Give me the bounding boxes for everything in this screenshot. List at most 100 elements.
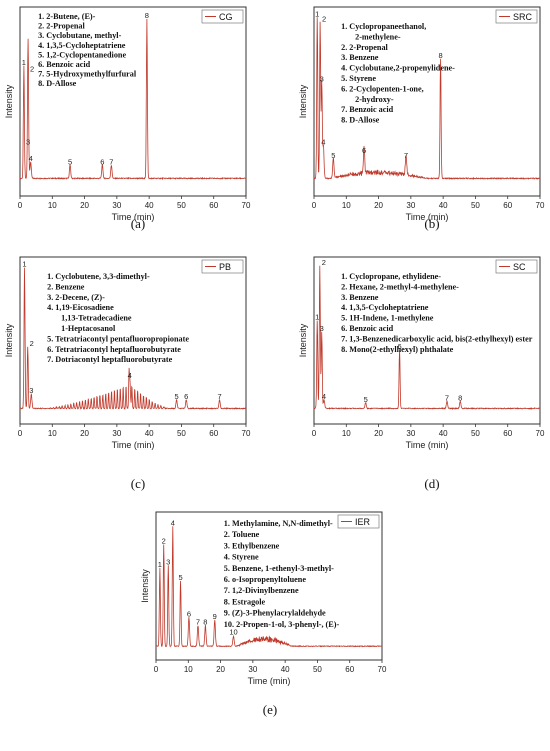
- peak-label: 2: [30, 339, 34, 348]
- compound-list-item: 5. Benzene, 1-ethenyl-3-methyl-: [224, 564, 334, 573]
- x-tick-label: 10: [342, 201, 351, 210]
- peak-label: 6: [184, 392, 188, 401]
- plot-frame: [19, 6, 247, 197]
- x-tick-label: 0: [18, 201, 23, 210]
- peak-label: 6: [187, 610, 191, 619]
- legend: CG: [201, 9, 244, 24]
- chart-panel-d: 0 10 20 30 40 50 60 70 Time (min) Intensity 1 2 3 4 5 6…: [298, 256, 545, 491]
- compound-list-item: 7. Dotriacontyl heptafluorobutyrate: [47, 355, 173, 364]
- x-tick-label: 40: [439, 429, 448, 438]
- x-tick-label: 30: [248, 665, 257, 674]
- legend-label: SC: [513, 262, 526, 272]
- compound-list-item: 4. 1,3,5-Cycloheptatriene: [341, 303, 429, 312]
- legend-label: IER: [355, 517, 371, 527]
- x-tick-label: 0: [312, 201, 317, 210]
- compound-list-item: 2-hydroxy-: [355, 95, 394, 104]
- compound-list-item: 5. 1,2-Cyclopentanedione: [38, 50, 126, 59]
- chart-panel-b: 0 10 20 30 40 50 60 70 Time (min) Intensity 12 3 45 6…: [298, 6, 545, 231]
- legend-box: [201, 259, 244, 274]
- peak-label: 4: [171, 518, 175, 527]
- x-axis-label: Time (min): [406, 440, 449, 450]
- x-tick-label: 60: [209, 429, 218, 438]
- peak-label: 7: [217, 392, 221, 401]
- compound-list-item: 9. (Z)-3-Phenylacrylaldehyde: [224, 609, 326, 618]
- panel-caption: (d): [424, 476, 439, 491]
- compound-list-item: 7. 1,2-Divinylbenzene: [224, 586, 299, 595]
- legend: SC: [495, 259, 538, 274]
- plot-frame: [313, 6, 541, 197]
- compound-list-item: 2-methylene-: [355, 32, 401, 41]
- peak-label: 7: [445, 393, 449, 402]
- peak-label: 5: [364, 395, 368, 404]
- compound-list-item: 1. Cyclobutene, 3,3-dimethyl-: [47, 272, 150, 281]
- peak-label: 8: [458, 393, 462, 402]
- x-tick-label: 10: [342, 429, 351, 438]
- peak-label: 5: [68, 158, 72, 167]
- chromatogram-trace: [313, 265, 541, 410]
- legend-label: CG: [219, 12, 233, 22]
- peak-label: 1: [22, 58, 26, 67]
- x-tick-label: 20: [374, 201, 383, 210]
- peak-label: 5: [331, 151, 335, 160]
- chromatogram-trace: [20, 267, 247, 410]
- x-tick-label: 60: [345, 665, 354, 674]
- peak-label: 2: [322, 15, 326, 24]
- compound-list-item: 4. 1,3,5-Cycloheptatriene: [38, 41, 126, 50]
- peak-label: 6: [362, 146, 366, 155]
- peak-label: 3: [320, 74, 324, 83]
- x-axis-label: Time (min): [112, 212, 155, 222]
- x-tick-label: 60: [503, 201, 512, 210]
- compound-list-item: 2. 2-Propenal: [38, 22, 85, 31]
- x-tick-label: 10: [48, 429, 57, 438]
- compound-list-item: 8. D-Allose: [341, 116, 380, 125]
- x-tick-label: 60: [209, 201, 218, 210]
- compound-list-item: 5. 1H-Indene, 1-methylene: [341, 314, 434, 323]
- peak-label: 8: [145, 11, 149, 20]
- compound-list-item: 2. Hexane, 2-methyl-4-methylene-: [341, 282, 459, 291]
- legend: SRC: [495, 9, 538, 24]
- x-tick-label: 30: [406, 201, 415, 210]
- chromatogram-trace: [313, 17, 541, 181]
- x-tick-label: 20: [80, 201, 89, 210]
- x-tick-label: 30: [406, 429, 415, 438]
- compound-list-item: 3. Benzene: [341, 53, 379, 62]
- y-axis-label: Intensity: [4, 323, 14, 357]
- legend-box: [495, 259, 538, 274]
- x-tick-label: 50: [177, 201, 186, 210]
- x-tick-label: 70: [242, 429, 251, 438]
- x-tick-label: 0: [154, 665, 159, 674]
- x-axis-label: Time (min): [406, 212, 449, 222]
- compound-list-item: 1,13-Tetradecadiene: [61, 314, 132, 323]
- compound-list-item: 4. 1,19-Eicosadiene: [47, 303, 114, 312]
- y-axis-label: Intensity: [140, 569, 150, 603]
- panel-caption: (a): [131, 216, 145, 231]
- compound-list-item: 1. Cyclopropaneethanol,: [341, 22, 426, 31]
- x-tick-label: 0: [18, 429, 23, 438]
- y-axis-label: Intensity: [298, 323, 308, 357]
- compound-list-item: 6. o-Isopropenyltoluene: [224, 575, 307, 584]
- compound-list-item: 3. Cyclobutane, methyl-: [38, 31, 122, 40]
- peak-label: 3: [29, 386, 33, 395]
- peak-label: 8: [438, 51, 442, 60]
- compound-list-item: 4. Cyclobutane,2-propenylidene-: [341, 64, 455, 73]
- compound-list-item: 3. Benzene: [341, 293, 379, 302]
- x-tick-label: 40: [281, 665, 290, 674]
- plot-frame: [313, 256, 541, 425]
- x-tick-label: 50: [471, 201, 480, 210]
- peak-label: 3: [26, 138, 30, 147]
- peak-label: 5: [178, 573, 182, 582]
- peak-label: 1: [158, 560, 162, 569]
- peak-label: 2: [30, 64, 34, 73]
- x-tick-label: 20: [80, 429, 89, 438]
- x-tick-label: 10: [48, 201, 57, 210]
- compound-list-item: 7. Benzoic acid: [341, 105, 394, 114]
- compound-list-item: 6. Tetratriacontyl heptafluorobutyrate: [47, 345, 181, 354]
- chart-panel-e: 0 10 20 30 40 50 60 70 Time (min) Intensity 1 2 3 4 5 6…: [140, 511, 387, 717]
- peak-label: 3: [166, 557, 170, 566]
- peak-label: 1: [22, 260, 26, 269]
- compound-list-item: 7. 5-Hydroxymethylfurfural: [38, 70, 137, 79]
- peak-label: 7: [404, 151, 408, 160]
- x-tick-label: 60: [503, 429, 512, 438]
